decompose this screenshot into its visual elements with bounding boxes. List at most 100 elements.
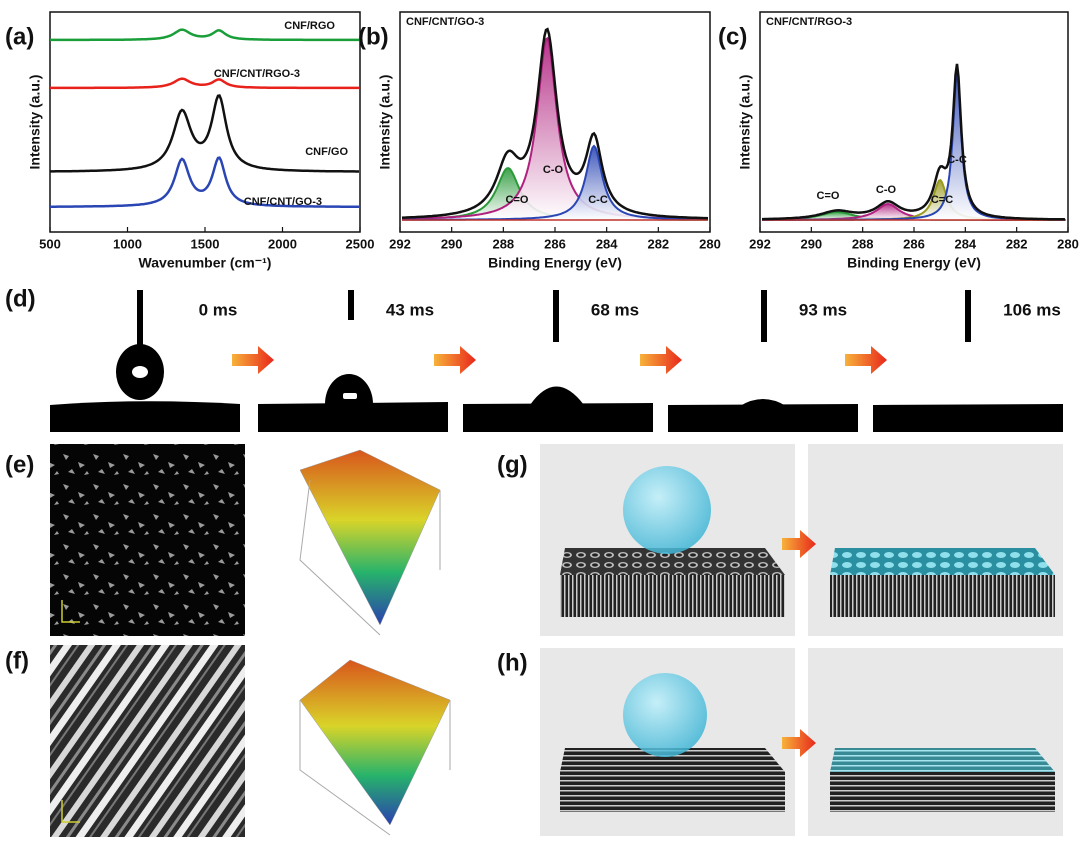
substrate-top xyxy=(830,548,1055,575)
droplet xyxy=(740,399,786,406)
highlight xyxy=(343,393,357,399)
x-tick-label: 292 xyxy=(389,236,411,251)
panel-label: (a) xyxy=(5,23,34,50)
substrate-side xyxy=(830,772,1055,812)
series-label: CNF/RGO xyxy=(284,20,335,32)
peak-label: C-O xyxy=(876,184,897,196)
x-tick-label: 280 xyxy=(699,236,721,251)
series-label: CNF/CNT/RGO-3 xyxy=(214,68,300,80)
highlight xyxy=(132,366,148,378)
chart: 292 290 288 286 284 282 280 Binding Energy (eV)… xyxy=(737,11,1079,271)
peak-label: C=O xyxy=(817,190,840,202)
series-label: CNF/GO xyxy=(305,146,348,158)
time-label: 106 ms xyxy=(1003,300,1061,319)
x-tick-label: 292 xyxy=(749,236,771,251)
spectrum-line xyxy=(50,28,359,42)
spectrum-line xyxy=(50,156,359,208)
surface xyxy=(258,402,448,432)
x-tick-label: 284 xyxy=(596,236,618,251)
x-tick-label: 2000 xyxy=(268,236,297,251)
needle xyxy=(965,290,971,342)
droplet xyxy=(623,673,707,757)
needle xyxy=(553,290,559,342)
substrate-side xyxy=(560,575,785,617)
scale-bar xyxy=(61,800,80,823)
panel-label: (h) xyxy=(497,649,528,676)
x-tick-label: 286 xyxy=(544,236,566,251)
x-tick-label: 500 xyxy=(39,236,61,251)
panel-label: (f) xyxy=(5,647,29,674)
plot-frame xyxy=(299,700,451,836)
surface xyxy=(463,403,653,432)
chart-title: CNF/CNT/RGO-3 xyxy=(766,16,852,28)
schematics xyxy=(540,444,1063,836)
substrate-top xyxy=(830,748,1055,772)
x-tick-label: 286 xyxy=(903,236,925,251)
panel-label: (b) xyxy=(358,23,389,50)
sem-image xyxy=(50,444,245,636)
needle xyxy=(137,290,143,350)
droplet xyxy=(325,374,373,404)
spectrum-line xyxy=(50,77,359,90)
envelope-line xyxy=(401,27,709,220)
x-tick-label: 1000 xyxy=(113,236,142,251)
substrate-top xyxy=(560,748,785,772)
substrate-top xyxy=(560,548,785,575)
x-tick-label: 282 xyxy=(647,236,669,251)
envelope-line xyxy=(762,63,1066,221)
time-label: 68 ms xyxy=(591,300,639,319)
sem-image xyxy=(50,645,245,837)
x-tick-label: 2500 xyxy=(346,236,375,251)
time-label: 93 ms xyxy=(799,300,847,319)
scale-bar xyxy=(61,600,80,623)
component-fill xyxy=(762,72,1066,220)
x-tick-label: 288 xyxy=(852,236,874,251)
droplet-sequence xyxy=(50,290,1063,432)
chart: 500 1000 1500 2000 2500 Wavenumber (cm⁻¹) Inte… xyxy=(27,11,375,271)
arrow xyxy=(782,729,816,757)
chart-title: CNF/CNT/GO-3 xyxy=(406,16,484,28)
surface xyxy=(668,404,858,432)
surface-plot xyxy=(299,659,451,826)
arrow xyxy=(782,530,816,558)
time-label: 43 ms xyxy=(386,300,434,319)
time-label: 0 ms xyxy=(199,300,238,319)
chart: 292 290 288 286 284 282 280 Binding Energy (eV)… xyxy=(377,11,721,271)
panel-label: (e) xyxy=(5,451,34,478)
needle xyxy=(348,290,354,320)
substrate-side xyxy=(560,772,785,812)
peak-label: C=C xyxy=(931,194,953,206)
panel-label: (d) xyxy=(5,285,36,312)
series-label: CNF/CNT/GO-3 xyxy=(244,196,322,208)
x-axis-label: Binding Energy (eV) xyxy=(488,255,622,271)
peak-label: C-O xyxy=(543,164,564,176)
peak-label: C-C xyxy=(947,154,967,166)
needle xyxy=(761,290,767,342)
substrate-side xyxy=(830,575,1055,617)
surface xyxy=(873,404,1063,432)
x-tick-label: 1500 xyxy=(191,236,220,251)
x-tick-label: 284 xyxy=(954,236,976,251)
peak-label: C=O xyxy=(506,194,529,206)
surface xyxy=(50,401,240,432)
x-axis-label: Binding Energy (eV) xyxy=(847,255,981,271)
arrow xyxy=(640,346,682,374)
panel-label: (g) xyxy=(497,451,528,478)
component-line xyxy=(762,71,1065,221)
x-tick-label: 280 xyxy=(1057,236,1079,251)
arrow xyxy=(845,346,887,374)
x-tick-label: 290 xyxy=(441,236,463,251)
peak-label: C-C xyxy=(588,194,608,206)
arrow xyxy=(434,346,476,374)
x-axis-label: Wavenumber (cm⁻¹) xyxy=(139,255,272,271)
y-axis-label: Intensity (a.u.) xyxy=(27,75,43,170)
panel-label: (c) xyxy=(718,23,747,50)
plot-frame xyxy=(759,11,1069,233)
x-tick-label: 282 xyxy=(1006,236,1028,251)
y-axis-label: Intensity (a.u.) xyxy=(737,75,753,170)
x-tick-label: 288 xyxy=(492,236,514,251)
component-fill xyxy=(762,180,1066,220)
arrow xyxy=(232,346,274,374)
component-fill xyxy=(402,38,708,220)
